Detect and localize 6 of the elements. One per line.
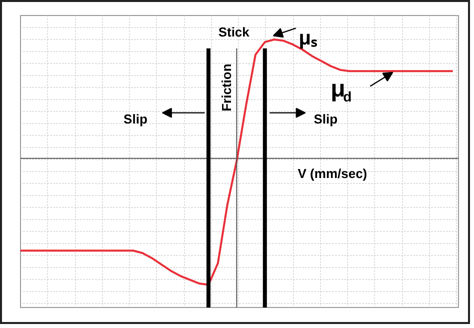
annotation: μₛ <box>298 27 318 50</box>
x-axis-title: V (mm/sec) <box>298 166 368 182</box>
text: Stick <box>218 24 250 40</box>
annotation: Slip <box>314 112 338 127</box>
y-axis-title: Friction <box>218 64 234 112</box>
annotation: Slip <box>124 112 148 127</box>
